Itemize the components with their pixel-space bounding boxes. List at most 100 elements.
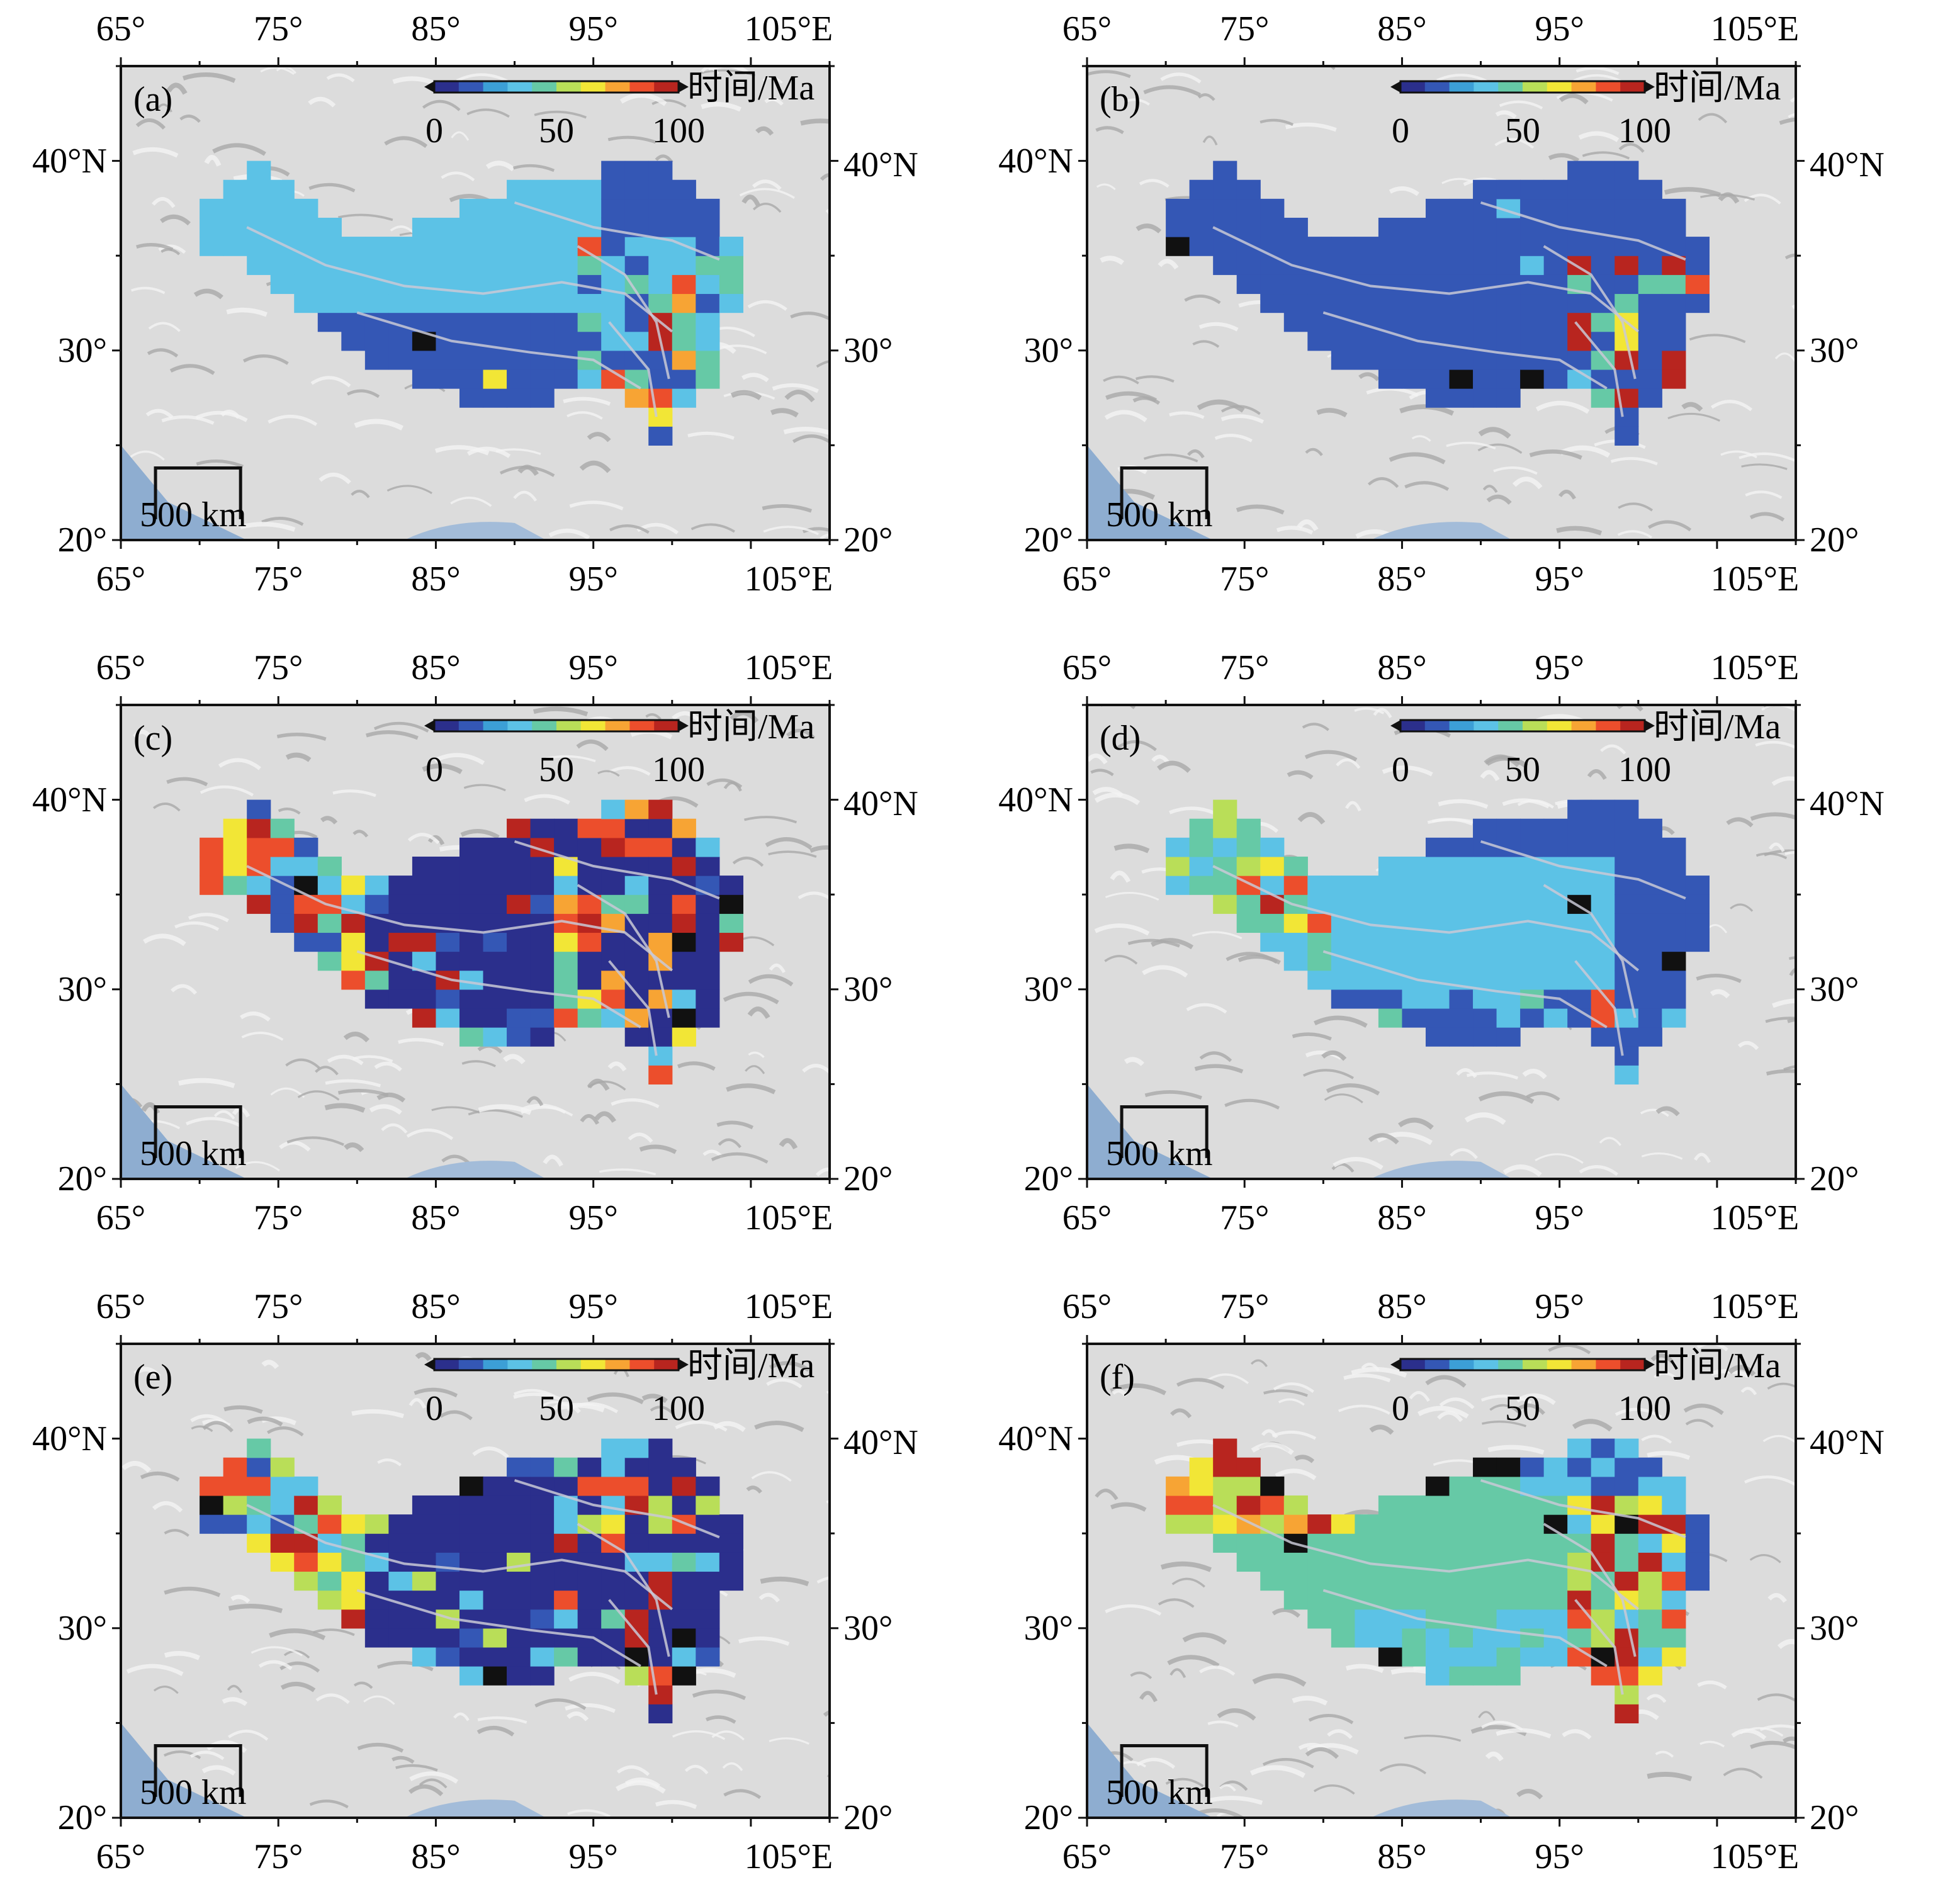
relief-ridge [1648, 520, 1692, 532]
relief-ridge [431, 1106, 480, 1114]
relief-ridge [741, 373, 769, 383]
grid-cell [530, 1495, 555, 1515]
relief-ridge [763, 526, 819, 536]
grid-cell [1496, 1533, 1521, 1553]
fault-line [514, 201, 720, 261]
fault-line [246, 1504, 673, 1611]
grid-cell [459, 970, 484, 990]
grid-cell [388, 1571, 413, 1591]
grid-cell [507, 237, 531, 256]
relief-ridge [1711, 400, 1753, 412]
grid-cell [554, 989, 578, 1009]
relief-ridge [1302, 1069, 1354, 1079]
panel-label: (c) [133, 719, 173, 758]
grid-cell [412, 932, 437, 952]
relief-ridge [189, 1750, 225, 1760]
relief-ridge [1772, 998, 1796, 1008]
lon-tick-label-top: 85° [411, 648, 461, 687]
grid-cell [1355, 1628, 1379, 1648]
grid-cell [459, 293, 484, 313]
lon-tick-label-bottom: 65° [96, 1837, 146, 1876]
grid-cell [436, 312, 460, 332]
grid-cell [388, 1533, 413, 1553]
lon-tick-label-top: 85° [1377, 9, 1427, 48]
grid-cell [1662, 198, 1686, 218]
grid-cell [1283, 1495, 1308, 1515]
grid-cell [1473, 1628, 1497, 1648]
relief-ridge [587, 1392, 645, 1405]
relief-ridge [514, 1389, 556, 1398]
grid-cell [412, 369, 437, 389]
grid-cell [1662, 1628, 1686, 1648]
lon-tick-label-bottom: 105°E [744, 1837, 833, 1876]
grid-cell [483, 1590, 507, 1610]
colorbar-tick-label: 100 [652, 111, 705, 150]
grid-cell [1307, 1571, 1332, 1591]
grid-cell [247, 1476, 271, 1496]
lon-tick-label-top: 95° [1535, 1287, 1584, 1326]
grid-cell [554, 1514, 578, 1534]
relief-ridge [1224, 1098, 1280, 1110]
grid-cell [388, 350, 413, 370]
grid-cell [1543, 293, 1568, 313]
grid-cell [1378, 293, 1403, 313]
grid-cell [1591, 951, 1615, 971]
relief-ridge [315, 1693, 350, 1704]
grid-cell [364, 932, 389, 952]
sea-area [1087, 1723, 1214, 1818]
relief-ridge [1252, 1673, 1307, 1687]
relief-ridge [568, 1672, 621, 1684]
grid-cell [1567, 970, 1592, 990]
relief-ridge [1766, 1069, 1796, 1076]
colorbar-swatch [1498, 720, 1523, 731]
grid-cell [1685, 1533, 1710, 1553]
grid-cell [507, 951, 531, 971]
relief-ridge [1696, 973, 1742, 983]
fault-line [514, 1479, 720, 1539]
relief-ridge [1171, 1577, 1205, 1588]
relief-ridge [406, 1128, 454, 1141]
grid-cell [459, 312, 484, 332]
relief-ridge [183, 72, 236, 83]
relief-ridge [1417, 1405, 1469, 1419]
relief-ridge [1757, 1693, 1796, 1703]
lon-tick-label-top: 75° [1220, 9, 1270, 48]
relief-ridge [196, 459, 244, 468]
relief-ridge [762, 504, 813, 513]
fault-line [246, 226, 673, 333]
grid-cell [1638, 932, 1662, 952]
colorbar-min-arrow [1390, 81, 1400, 93]
grid-cell [672, 1495, 696, 1515]
grid-cell [223, 876, 247, 895]
grid-cell [412, 217, 437, 237]
grid-cell [388, 894, 413, 914]
grid-cell [1283, 932, 1308, 952]
grid-cell [1567, 856, 1592, 876]
grid-cell [507, 1571, 531, 1591]
grid-cell [1189, 179, 1214, 200]
grid-cell [1260, 837, 1285, 857]
grid-cell [507, 1476, 531, 1496]
grid-cell [1615, 179, 1639, 200]
relief-ridge [701, 66, 719, 75]
grid-cell [1496, 951, 1521, 971]
grid-cell [507, 932, 531, 952]
lon-tick-label-top: 75° [254, 648, 303, 687]
grid-cell [624, 837, 649, 857]
relief-ridge [1358, 372, 1380, 381]
grid-cell [1260, 293, 1285, 313]
relief-ridge [1411, 435, 1431, 442]
grid-cell [624, 1590, 649, 1610]
relief-ridge [1302, 723, 1329, 731]
relief-ridge [1366, 387, 1419, 397]
grid-cell [1615, 217, 1639, 237]
relief-ridge [308, 96, 336, 108]
grid-cell [483, 1027, 507, 1047]
grid-cell [507, 818, 531, 838]
grid-cell [1591, 256, 1615, 275]
grid-cell [719, 876, 743, 895]
grid-cell [1425, 1027, 1450, 1047]
grid-cell [1449, 369, 1474, 389]
relief-ridge [1726, 817, 1754, 828]
relief-ridge [1187, 449, 1205, 459]
